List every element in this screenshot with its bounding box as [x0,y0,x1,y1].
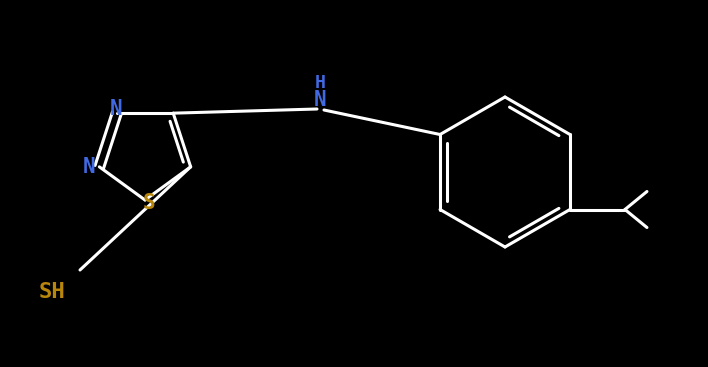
Text: N: N [314,90,326,110]
Text: N: N [110,99,122,119]
Text: SH: SH [39,282,65,302]
Text: S: S [143,193,155,213]
Text: N: N [83,157,96,177]
Text: H: H [314,74,326,92]
